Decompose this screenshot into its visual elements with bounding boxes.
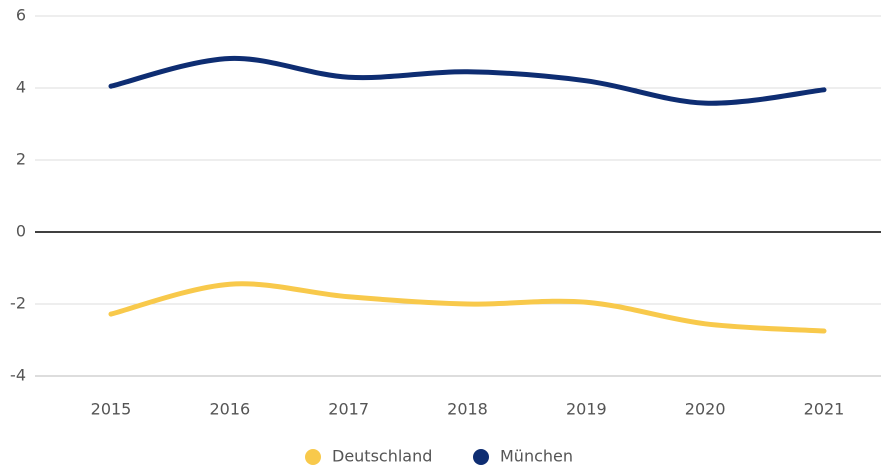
line-series xyxy=(108,281,827,334)
x-tick-label: 2021 xyxy=(804,400,845,419)
x-tick-label: 2017 xyxy=(328,400,369,419)
y-tick-label: -4 xyxy=(10,366,26,385)
legend-label: Deutschland xyxy=(332,447,432,466)
y-tick-label: 0 xyxy=(16,222,26,241)
line-series xyxy=(108,55,827,106)
y-tick-label: 6 xyxy=(16,6,26,25)
x-tick-label: 2019 xyxy=(566,400,607,419)
x-tick-label: 2016 xyxy=(209,400,250,419)
y-tick-label: -2 xyxy=(10,294,26,313)
legend-label: München xyxy=(500,447,573,466)
legend-marker xyxy=(473,449,489,465)
x-tick-label: 2018 xyxy=(447,400,488,419)
legend-marker xyxy=(305,449,321,465)
y-tick-label: 4 xyxy=(16,78,26,97)
y-tick-label: 2 xyxy=(16,150,26,169)
x-tick-label: 2020 xyxy=(685,400,726,419)
x-tick-label: 2015 xyxy=(91,400,132,419)
